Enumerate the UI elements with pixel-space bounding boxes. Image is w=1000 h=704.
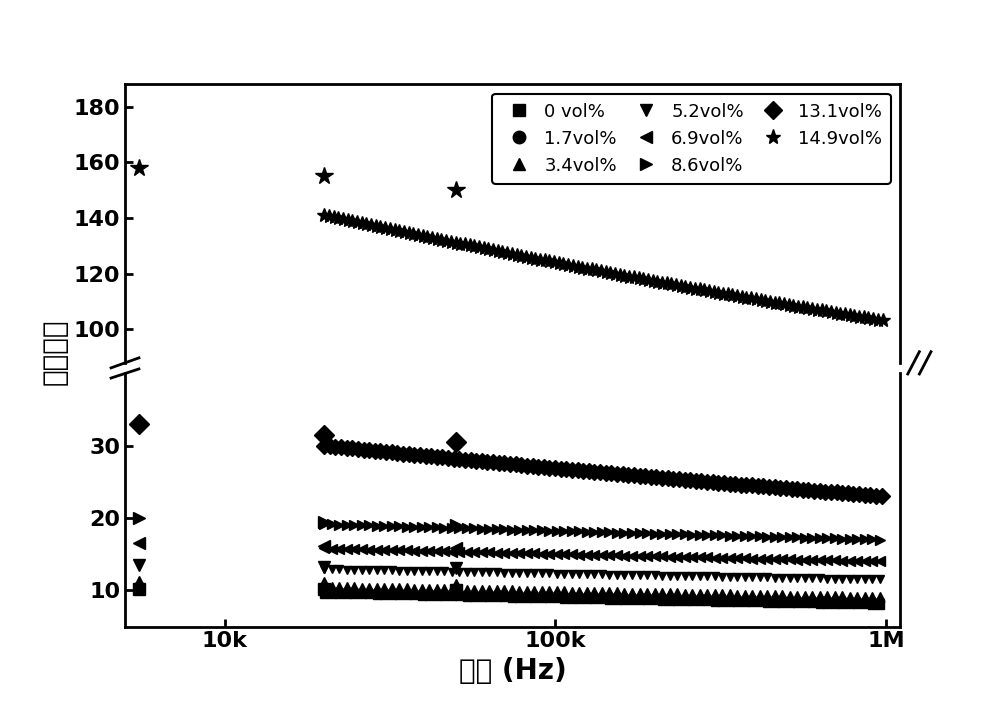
Text: 介电常数: 介电常数 — [41, 319, 69, 385]
X-axis label: 频率 (Hz): 频率 (Hz) — [459, 657, 566, 685]
Legend: 0 vol%, 1.7vol%, 3.4vol%, 5.2vol%, 6.9vol%, 8.6vol%, 13.1vol%, 14.9vol%: 0 vol%, 1.7vol%, 3.4vol%, 5.2vol%, 6.9vo… — [492, 94, 891, 184]
